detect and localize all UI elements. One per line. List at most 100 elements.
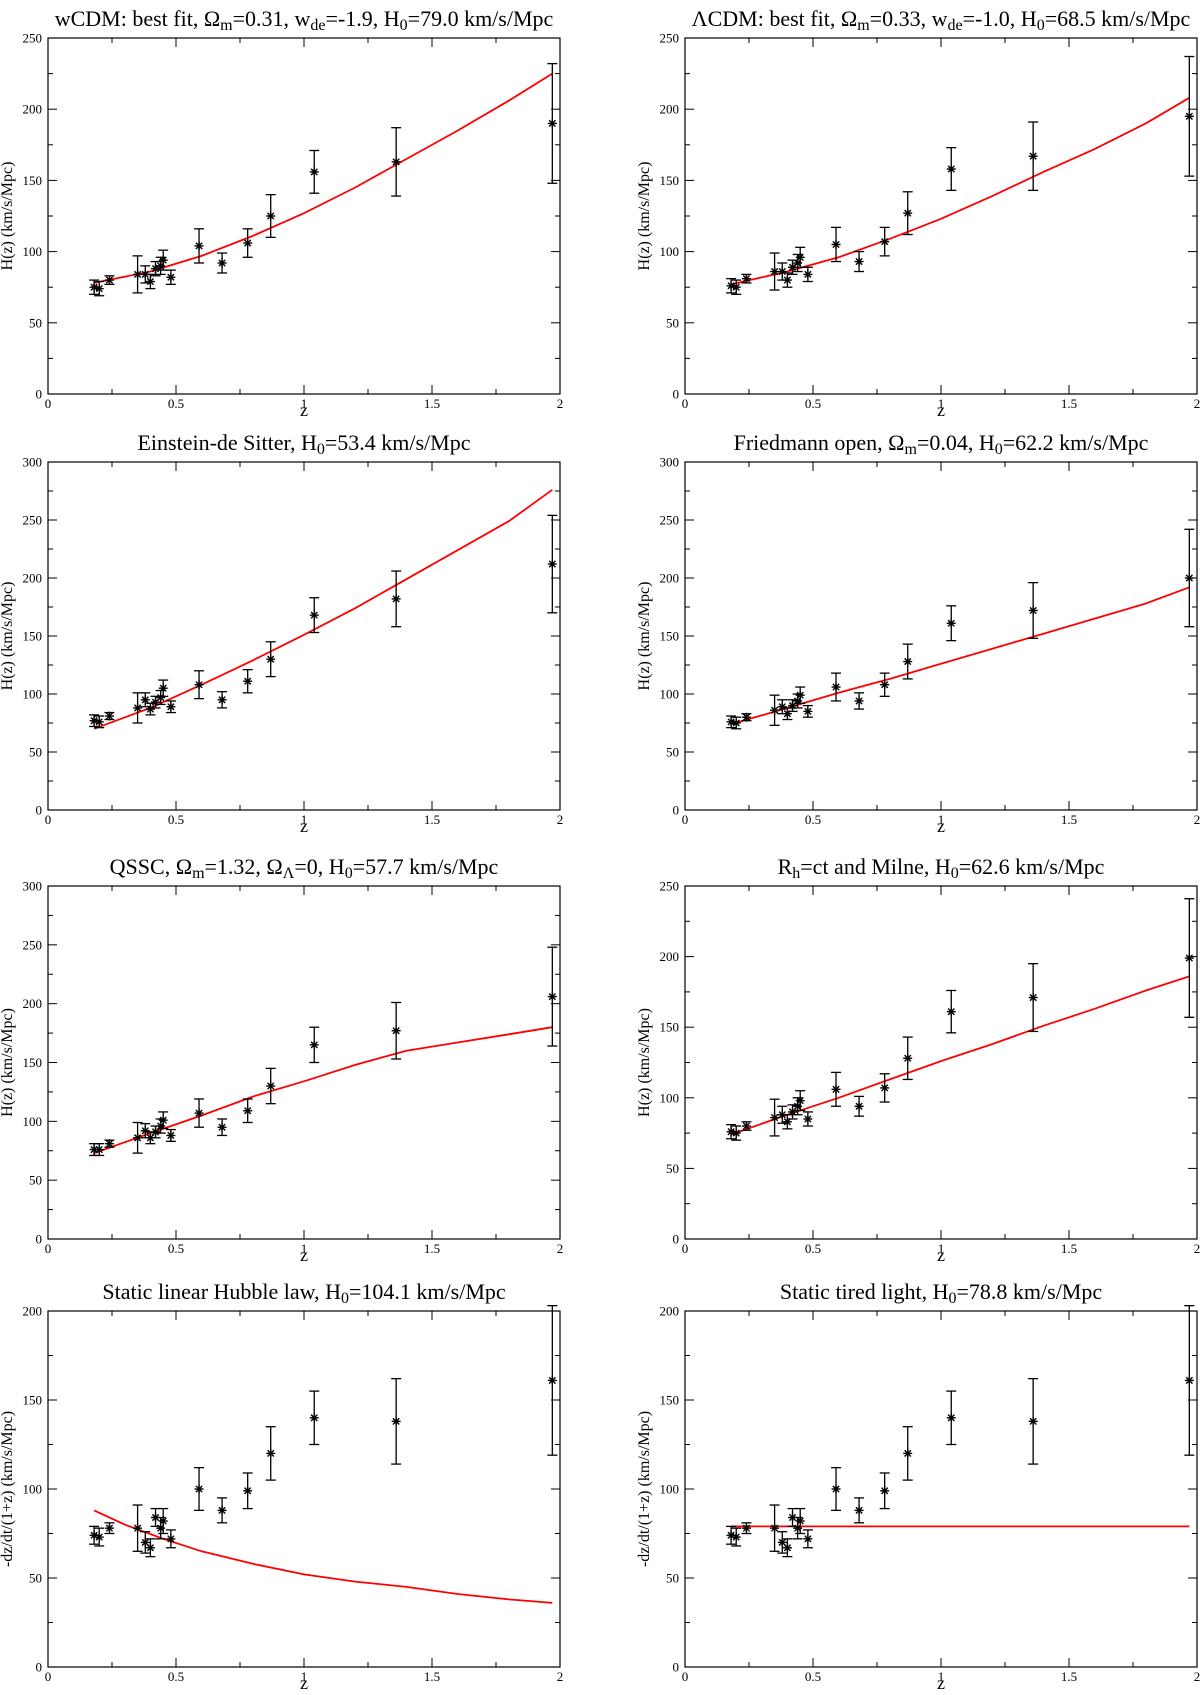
y-tick-label: 100 (660, 687, 680, 702)
plot-frame (684, 1310, 1198, 1668)
x-tick-label: 0 (682, 1669, 689, 1684)
data-point (132, 255, 143, 294)
x-tick-label: 1.5 (1061, 812, 1077, 827)
data-point (391, 1001, 402, 1060)
data-point (787, 1104, 798, 1120)
x-tick-label: 1 (301, 812, 308, 827)
data-point (104, 1139, 115, 1149)
y-tick-label: 150 (23, 173, 43, 188)
title-text: ΛCDM: best fit, Ω (692, 6, 858, 31)
data-point (94, 1527, 105, 1547)
y-tick-label: 50 (666, 1571, 679, 1586)
y-tick-label: 250 (660, 31, 680, 46)
data-point (769, 694, 780, 726)
data-point (854, 250, 865, 273)
title-subscript: m (905, 441, 918, 458)
chart-title: Einstein-de Sitter, H0=53.4 km/s/Mpc (137, 430, 470, 458)
x-tick-label: 2 (1194, 1241, 1200, 1256)
data-point (731, 716, 742, 730)
y-tick-label: 50 (29, 745, 42, 760)
y-tick-label: 150 (660, 1393, 680, 1408)
x-axis-label: z (937, 1245, 945, 1265)
x-axis-label: z (300, 816, 308, 836)
y-tick-label: 250 (660, 879, 680, 894)
x-tick-label: 1 (301, 1669, 308, 1684)
data-point (741, 712, 752, 722)
plot-frame (47, 1310, 561, 1668)
data-point (145, 1131, 156, 1145)
title-text: =104.1 km/s/Mpc (349, 1279, 506, 1304)
x-tick-label: 0.5 (168, 396, 184, 411)
x-tick-label: 2 (557, 396, 564, 411)
data-point (158, 1111, 169, 1130)
data-point (150, 260, 161, 277)
title-text: Static tired light, H (780, 1279, 949, 1304)
x-tick-label: 0 (45, 396, 52, 411)
data-point (242, 1098, 253, 1124)
x-tick-label: 1 (938, 812, 945, 827)
data-point (902, 1036, 913, 1081)
chart-panel-3: Einstein-de Sitter, H0=53.4 km/s/Mpc 0 0.5… (0, 430, 563, 836)
title-text: =57.7 km/s/Mpc (353, 854, 499, 879)
data-point (132, 692, 143, 724)
y-tick-label: 0 (36, 1660, 43, 1675)
model-curve (93, 1026, 553, 1154)
y-tick-label: 0 (673, 1232, 680, 1247)
plot-frame (47, 885, 561, 1240)
title-text: =68.5 km/s/Mpc (1045, 6, 1191, 31)
title-subscript: 0 (345, 865, 353, 882)
data-point (1184, 898, 1195, 1018)
data-point (802, 266, 813, 283)
x-tick-label: 0.5 (168, 812, 184, 827)
data-point (194, 1466, 205, 1512)
x-tick-label: 0.5 (805, 812, 821, 827)
data-point (265, 193, 276, 239)
y-tick-label: 0 (673, 387, 680, 402)
y-tick-label: 50 (29, 315, 42, 330)
x-tick-label: 0 (45, 1241, 52, 1256)
y-tick-label: 100 (660, 1090, 680, 1105)
data-point (140, 692, 151, 708)
data-point (795, 1090, 806, 1112)
data-point (802, 1111, 813, 1127)
x-tick-label: 0.5 (805, 1241, 821, 1256)
y-tick-label: 250 (23, 31, 43, 46)
y-axis-label: H(z) (km/s/Mpc) (636, 1008, 653, 1117)
data-point (946, 605, 957, 642)
y-tick-label: 50 (666, 315, 679, 330)
x-tick-label: 2 (557, 1669, 564, 1684)
title-subscript: m (857, 17, 870, 34)
x-tick-label: 1.5 (1061, 1669, 1077, 1684)
data-point (741, 1121, 752, 1131)
data-point (165, 1529, 176, 1549)
data-point (769, 1098, 780, 1137)
title-text: =0, H (294, 854, 344, 879)
data-point (104, 1522, 115, 1535)
plot-frame (47, 461, 561, 811)
chart-panel-7: Static linear Hubble law, H0=104.1 km/s/… (0, 1279, 563, 1693)
chart-title: Friedmann open, Ωm=0.04, H0=62.2 km/s/Mp… (734, 430, 1149, 458)
y-tick-label: 0 (36, 803, 43, 818)
data-point (831, 672, 842, 702)
x-tick-label: 0.5 (805, 396, 821, 411)
x-tick-label: 2 (1194, 396, 1200, 411)
y-tick-label: 0 (673, 1660, 680, 1675)
title-text: =0.04, H (917, 430, 995, 455)
data-point (145, 273, 156, 290)
data-point (104, 275, 115, 286)
title-text: =62.6 km/s/Mpc (959, 854, 1105, 879)
data-point (309, 1390, 320, 1446)
data-point (155, 689, 166, 706)
title-text: wCDM: best fit, Ω (55, 6, 220, 31)
plot-frame (684, 37, 1198, 395)
data-point (217, 252, 228, 274)
data-point (946, 1390, 957, 1446)
data-point (158, 1507, 169, 1535)
title-text: Einstein-de Sitter, H (137, 430, 316, 455)
title-subscript: Λ (283, 865, 295, 882)
data-point (1028, 1377, 1039, 1465)
x-axis-label: z (300, 400, 308, 420)
data-point (1028, 121, 1039, 192)
title-subscript: 0 (949, 1290, 957, 1307)
data-point (158, 679, 169, 697)
